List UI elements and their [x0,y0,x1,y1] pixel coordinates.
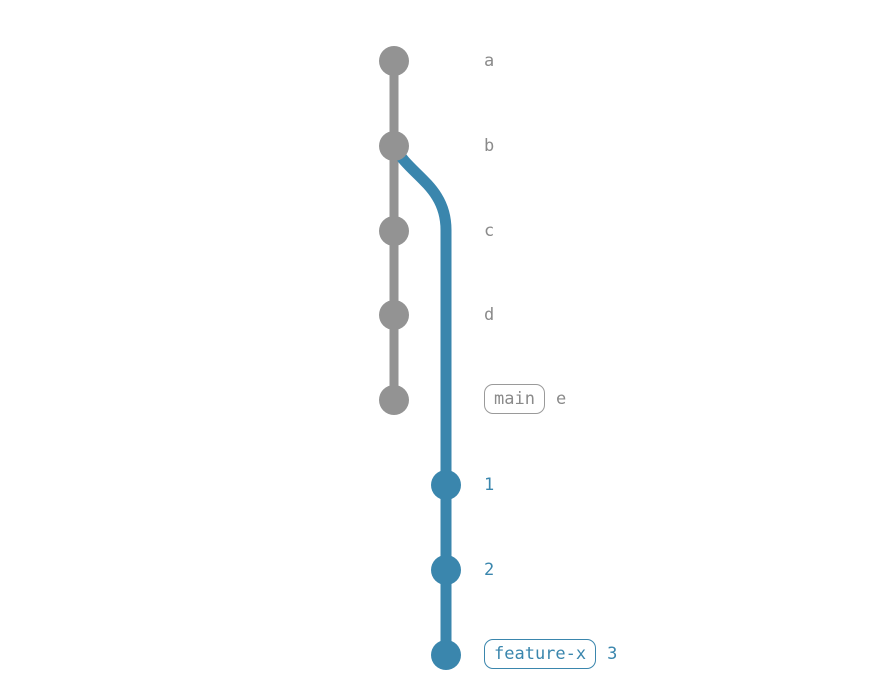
main-ref-row: main e [484,384,566,414]
feature-ref-row: feature-x 3 [484,639,617,669]
commit-node-e[interactable] [379,385,409,415]
branch-ref-feature-x[interactable]: feature-x [484,639,597,669]
commit-node-b[interactable] [379,131,409,161]
commit-node-3[interactable] [431,640,461,670]
commit-node-2[interactable] [431,555,461,585]
commit-label-b: b [484,136,495,156]
commit-node-1[interactable] [431,470,461,500]
commit-node-d[interactable] [379,300,409,330]
commit-node-a[interactable] [379,46,409,76]
branch-ref-main[interactable]: main [484,384,545,414]
commit-label-c: c [484,221,495,241]
commit-node-c[interactable] [379,216,409,246]
commit-label-3: 3 [607,644,618,664]
commit-label-d: d [484,305,495,325]
commit-label-1: 1 [484,475,495,495]
commit-label-a: a [484,51,495,71]
commit-label-e: e [555,389,567,409]
commit-label-2: 2 [484,560,495,580]
